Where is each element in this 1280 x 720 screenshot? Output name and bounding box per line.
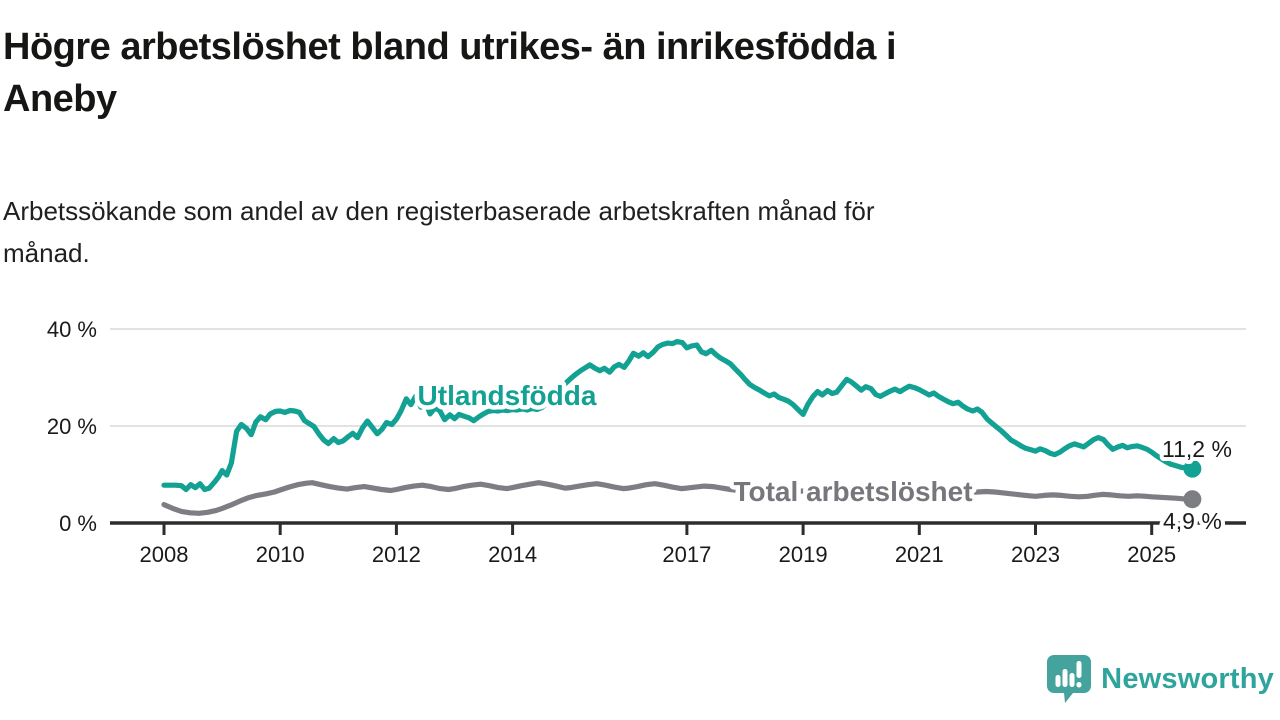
- x-tick-label-2021: 2021: [895, 542, 944, 567]
- series-line-utlandsfodda: [161, 339, 1196, 493]
- series-label-total-arbetsloshet: Total arbetslöshet: [733, 476, 972, 507]
- x-tick-label-2014: 2014: [488, 542, 537, 567]
- x-tick-label-2019: 2019: [779, 542, 828, 567]
- x-tick-label-2025: 2025: [1127, 542, 1176, 567]
- series-endpoint-utlandsfodda: [1183, 459, 1202, 478]
- series-endpoint-total-arbetsloshet: [1183, 490, 1202, 509]
- end-value-label-total-arbetsloshet: 4,9 %: [1163, 508, 1222, 534]
- newsworthy-logo-text: Newsworthy: [1101, 662, 1274, 695]
- end-value-label-utlandsfodda: 11,2 %: [1162, 436, 1232, 462]
- x-axis: 2008 2010 2012 2014 2017 2019 2021 2023 2025: [140, 524, 1176, 567]
- series-label-utlandsfodda: Utlandsfödda: [418, 380, 597, 411]
- newsworthy-logo-icon: [1047, 655, 1092, 703]
- page-title: Högre arbetslöshet bland utrikes- än inr…: [3, 26, 897, 121]
- x-tick-label-2017: 2017: [662, 542, 711, 567]
- x-tick-label-2010: 2010: [256, 542, 305, 567]
- newsworthy-logo: Newsworthy: [1046, 654, 1274, 704]
- page-subtitle: Arbetssökande som andel av den registerb…: [3, 196, 875, 269]
- y-tick-label-20: 20 %: [47, 414, 97, 439]
- grid-and-y-axis: 0 % 20 % 40 %: [47, 317, 1246, 536]
- series-line-total-arbetsloshet: [161, 480, 1196, 516]
- y-tick-label-40: 40 %: [47, 317, 97, 342]
- y-tick-label-0: 0 %: [59, 511, 97, 536]
- x-tick-label-2023: 2023: [1011, 542, 1060, 567]
- x-tick-label-2008: 2008: [140, 542, 189, 567]
- x-tick-label-2012: 2012: [372, 542, 421, 567]
